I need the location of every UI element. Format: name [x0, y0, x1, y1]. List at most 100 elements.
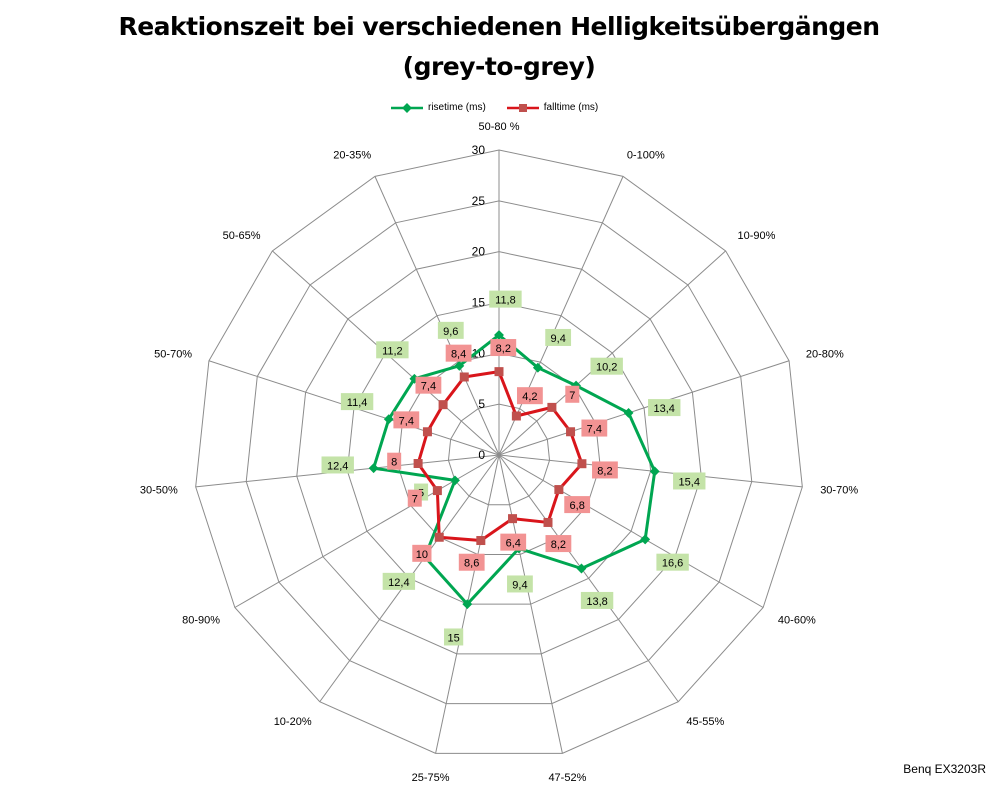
falltime-data-label: 7 [412, 494, 418, 506]
risetime-data-label-bg [376, 341, 409, 359]
radial-tick-label: 30 [472, 143, 486, 157]
risetime-data-label: 13,8 [586, 596, 607, 608]
falltime-marker [438, 400, 448, 410]
falltime-data-label: 7,4 [587, 424, 602, 436]
risetime-marker [494, 330, 504, 340]
risetime-marker [532, 362, 543, 373]
risetime-marker [450, 475, 460, 486]
falltime-data-label: 8,4 [451, 349, 466, 361]
radar-grid [195, 149, 803, 754]
risetime-data-label: 13,4 [654, 403, 675, 415]
risetime-marker [576, 563, 587, 574]
risetime-marker [623, 407, 634, 418]
risetime-data-label: 9,6 [443, 326, 458, 338]
category-label: 25-75% [412, 772, 450, 784]
risetime-marker [368, 463, 379, 474]
risetime-data-label-bg [656, 553, 689, 571]
chart-title-line1: Reaktionszeit bei verschiedenen Helligke… [118, 12, 880, 41]
risetime-data-label: 16,6 [662, 558, 683, 570]
falltime-data-label: 8,6 [464, 558, 479, 570]
radial-tick-label: 5 [478, 397, 485, 411]
falltime-marker [432, 486, 442, 496]
risetime-series-line [372, 333, 657, 606]
grid-spoke [234, 454, 500, 608]
falltime-data-label: 8,2 [551, 539, 566, 551]
grid-spoke [498, 454, 563, 754]
chart-title-line2: (grey-to-grey) [402, 52, 596, 81]
category-label: 45-55% [686, 716, 724, 728]
risetime-data-label: 11,8 [495, 295, 516, 307]
radial-tick-label: 0 [478, 448, 485, 462]
grid-spoke [374, 176, 500, 456]
category-label: 0-100% [627, 149, 665, 161]
falltime-series-line [416, 370, 584, 543]
risetime-data-label-bg [382, 572, 416, 590]
risetime-data-label: 12,4 [327, 460, 348, 472]
data-labels: 11,8 9,4 10,2 13,4 15,4 16,6 13,8 9,4 15 12,4 5 12,… [321, 290, 706, 646]
falltime-data-label-bg [407, 489, 422, 507]
falltime-data-label: 10 [416, 549, 428, 561]
risetime-marker [640, 534, 651, 545]
risetime-data-label-bg [673, 472, 706, 490]
risetime-data-label-bg [590, 357, 623, 375]
falltime-data-label-bg [412, 544, 432, 562]
legend-item-risetime: risetime (ms) [390, 102, 486, 113]
falltime-marker [554, 485, 564, 495]
legend-item-falltime: falltime (ms) [506, 102, 598, 113]
risetime-data-label-bg [340, 393, 374, 411]
category-label: 30-70% [820, 484, 858, 496]
grid-ring [296, 251, 702, 655]
risetime-data-label-bg [545, 328, 572, 346]
grid-spoke [498, 454, 679, 703]
falltime-marker [566, 427, 576, 437]
falltime-data-label: 7,4 [421, 381, 436, 393]
legend-label-falltime: falltime (ms) [543, 102, 599, 113]
risetime-marker [462, 599, 473, 610]
risetime-data-label: 11,4 [347, 397, 368, 409]
falltime-data-label-bg [564, 496, 591, 514]
category-label: 50-80 % [479, 121, 520, 133]
risetime-data-label-bg [648, 399, 681, 417]
falltime-marker [547, 402, 557, 412]
risetime-data-label-bg [444, 628, 464, 646]
falltime-data-label-bg [500, 533, 527, 551]
falltime-marker [422, 427, 432, 437]
legend-label-risetime: risetime (ms) [428, 102, 486, 113]
risetime-data-label: 12,4 [388, 577, 409, 589]
category-label: 40-60% [778, 615, 816, 627]
grid-spoke [498, 250, 726, 456]
category-label: 10-90% [737, 230, 775, 242]
falltime-data-label: 6,8 [570, 500, 585, 512]
falltime-data-label-bg [393, 411, 420, 429]
chart-legend: risetime (ms) falltime (ms) [390, 102, 598, 113]
falltime-data-label-bg [545, 535, 572, 553]
risetime-data-label-bg [580, 591, 614, 609]
falltime-data-label-bg [445, 344, 472, 362]
falltime-marker [459, 372, 469, 382]
falltime-data-label-bg [387, 452, 402, 470]
category-label: 50-70% [154, 348, 192, 360]
category-label: 10-20% [274, 716, 312, 728]
radial-tick-label: 25 [472, 194, 486, 208]
grid-spoke [498, 454, 764, 608]
grid-ring [447, 403, 551, 506]
category-label: 20-80% [806, 348, 844, 360]
grid-spoke [498, 360, 790, 456]
falltime-data-label: 4,2 [522, 391, 537, 403]
falltime-marker [494, 367, 504, 377]
risetime-marker [454, 360, 465, 371]
category-labels: 50-80 % 0-100% 10-90% 20-80% 30-70% 40-60% 45-… [140, 121, 858, 784]
series-lines [368, 330, 660, 610]
falltime-data-label-bg [592, 461, 618, 479]
falltime-data-label-bg [458, 553, 485, 571]
risetime-data-label: 15 [448, 632, 460, 644]
category-label: 30-50% [140, 484, 178, 496]
falltime-data-label-bg [516, 387, 543, 405]
falltime-data-label-bg [490, 339, 517, 357]
risetime-data-label-bg [489, 290, 522, 308]
grid-spoke [498, 176, 624, 456]
falltime-data-label: 7 [569, 390, 575, 402]
falltime-marker [476, 536, 486, 546]
